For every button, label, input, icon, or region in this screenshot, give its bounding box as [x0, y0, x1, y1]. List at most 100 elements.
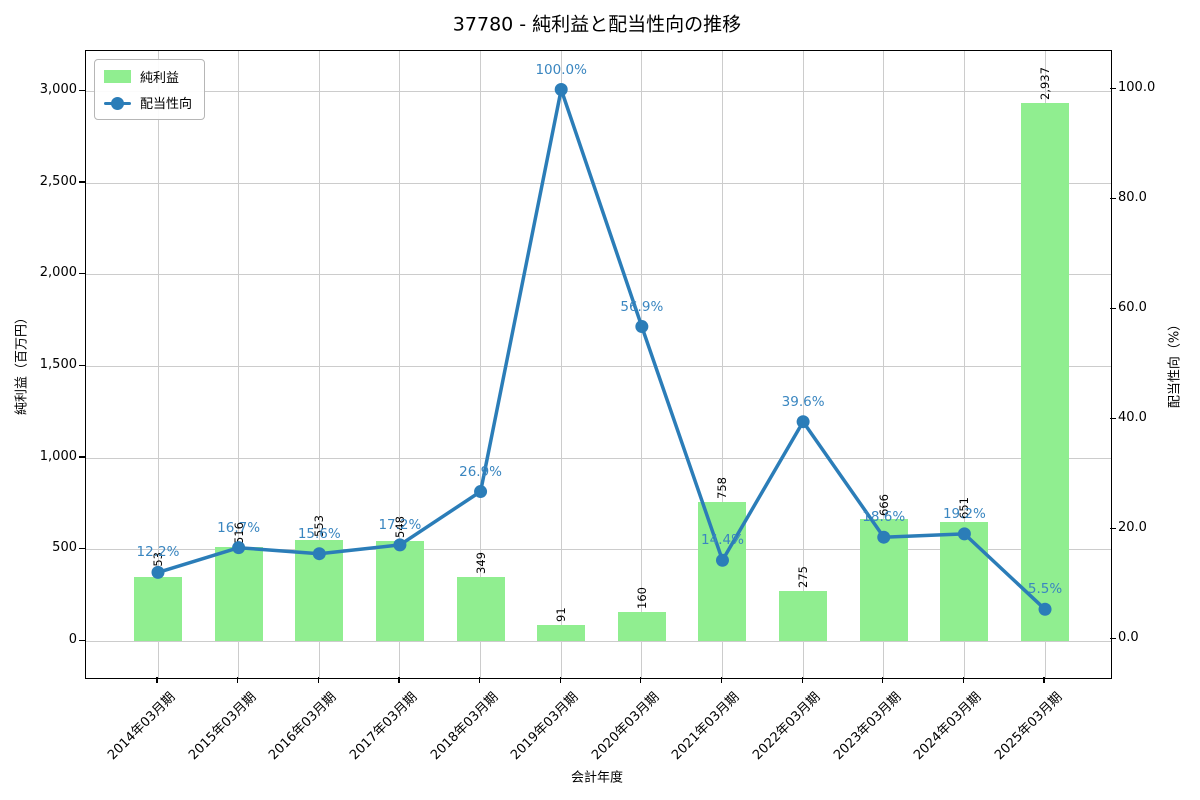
gridline-horizontal [86, 90, 1111, 92]
payout-percent-label: 16.7% [217, 519, 261, 536]
net-income-bar [214, 546, 263, 642]
payout-percent-label: 39.6% [781, 393, 825, 410]
payout-percent-label: 100.0% [535, 61, 587, 78]
y-tick-label-left: 0 [68, 631, 77, 647]
y-tick-label-right: 60.0 [1118, 300, 1147, 315]
net-income-bar [134, 576, 182, 642]
gridline-vertical [480, 51, 482, 678]
y-tick-label-right: 40.0 [1118, 410, 1147, 425]
legend-label-payout: 配当性向 [140, 97, 193, 112]
x-tick [962, 677, 964, 683]
y-tick-right [1110, 197, 1116, 200]
gridline-vertical [238, 51, 240, 678]
y-tick-label-left: 2,500 [39, 173, 77, 189]
x-tick [237, 677, 239, 683]
payout-percent-label: 15.6% [297, 525, 341, 542]
y-tick-left [79, 89, 85, 91]
payout-percent-label: 56.9% [620, 298, 664, 315]
net-income-bar [779, 590, 828, 642]
y-tick-label-right: 0.0 [1118, 630, 1139, 645]
payout-marker [635, 320, 649, 334]
x-tick [640, 677, 642, 683]
payout-marker [877, 530, 891, 544]
gridline-horizontal [86, 640, 1111, 642]
net-income-bar [698, 502, 747, 642]
payout-percent-label: 5.5% [1027, 581, 1063, 598]
gridline-vertical [399, 51, 401, 678]
chart-title: 37780 - 純利益と配当性向の推移 [452, 13, 742, 36]
payout-line [157, 87, 1047, 611]
net-income-bar [375, 540, 424, 642]
x-tick [317, 677, 319, 683]
net-income-bar [940, 521, 989, 642]
x-axis-label: 会計年度 [570, 770, 624, 786]
payout-marker [312, 547, 326, 561]
y-tick-right [1110, 417, 1116, 420]
gridline-vertical [963, 51, 965, 678]
y-tick-right [1110, 87, 1116, 90]
legend: 純利益 配当性向 [94, 59, 206, 120]
y-tick-label-right: 20.0 [1118, 520, 1147, 535]
x-tick [720, 677, 723, 683]
plot-area: 353 516 553 548 349 91 160 758 275 666 651 2,937 12… [85, 50, 1112, 679]
x-tick [478, 677, 481, 683]
payout-percent-label: 19.2% [942, 505, 986, 522]
gridline-horizontal [86, 365, 1111, 367]
gridline-vertical [721, 51, 723, 678]
x-tick [882, 677, 884, 683]
payout-marker [474, 485, 488, 499]
y-tick-left [79, 456, 85, 458]
x-tick [1043, 677, 1045, 683]
x-tick [559, 677, 561, 683]
payout-marker [554, 83, 568, 96]
payout-marker [796, 415, 810, 429]
y-tick-left [79, 548, 85, 550]
y-tick-left [79, 181, 85, 183]
gridline-vertical [641, 51, 643, 678]
payout-marker [151, 565, 165, 579]
gridline-horizontal [86, 182, 1111, 184]
y-tick-left [79, 364, 85, 366]
payout-marker [393, 538, 407, 552]
payout-marker [1038, 602, 1052, 616]
gridline-vertical [802, 51, 804, 678]
gridline-vertical [560, 51, 562, 678]
y-tick-left [79, 639, 85, 641]
y-tick-right [1110, 527, 1116, 530]
payout-line-layer [151, 83, 1052, 616]
payout-marker [957, 527, 971, 541]
y-tick-label-left: 3,000 [39, 81, 77, 97]
gridline-horizontal [86, 274, 1111, 276]
payout-percent-label: 12.2% [136, 544, 180, 561]
y-tick-label-left: 500 [52, 540, 77, 556]
y-tick-label-left: 1,500 [39, 356, 77, 372]
y-tick-label-right: 80.0 [1118, 190, 1147, 205]
gridline-vertical [318, 51, 320, 678]
y-tick-left [79, 273, 85, 275]
gridline-horizontal [86, 457, 1111, 459]
payout-percent-label: 18.6% [862, 509, 906, 526]
gridline-vertical [883, 51, 885, 678]
payout-percent-label: 26.9% [459, 463, 502, 480]
y-tick-label-right: 100.0 [1118, 80, 1156, 95]
net-income-bar [456, 577, 505, 642]
x-tick [398, 677, 400, 683]
x-tick [156, 677, 158, 683]
net-income-bar [617, 612, 666, 642]
payout-marker [715, 553, 729, 567]
payout-percent-label: 14.4% [701, 532, 744, 549]
net-income-bar [1021, 102, 1070, 642]
y-tick-right [1110, 637, 1116, 640]
gridline-horizontal [86, 549, 1111, 551]
y-tick-label-left: 1,000 [39, 448, 77, 464]
payout-line-marker-icon [104, 96, 131, 110]
gridline-vertical [157, 51, 159, 678]
legend-item-payout: 配当性向 [104, 93, 192, 112]
x-tick [801, 677, 803, 683]
y-tick-label-left: 2,000 [39, 265, 77, 281]
y-tick-right [1110, 307, 1116, 310]
legend-label-net-income: 純利益 [140, 71, 180, 86]
payout-percent-label: 17.2% [378, 516, 422, 533]
net-income-swatch-icon [104, 70, 131, 83]
